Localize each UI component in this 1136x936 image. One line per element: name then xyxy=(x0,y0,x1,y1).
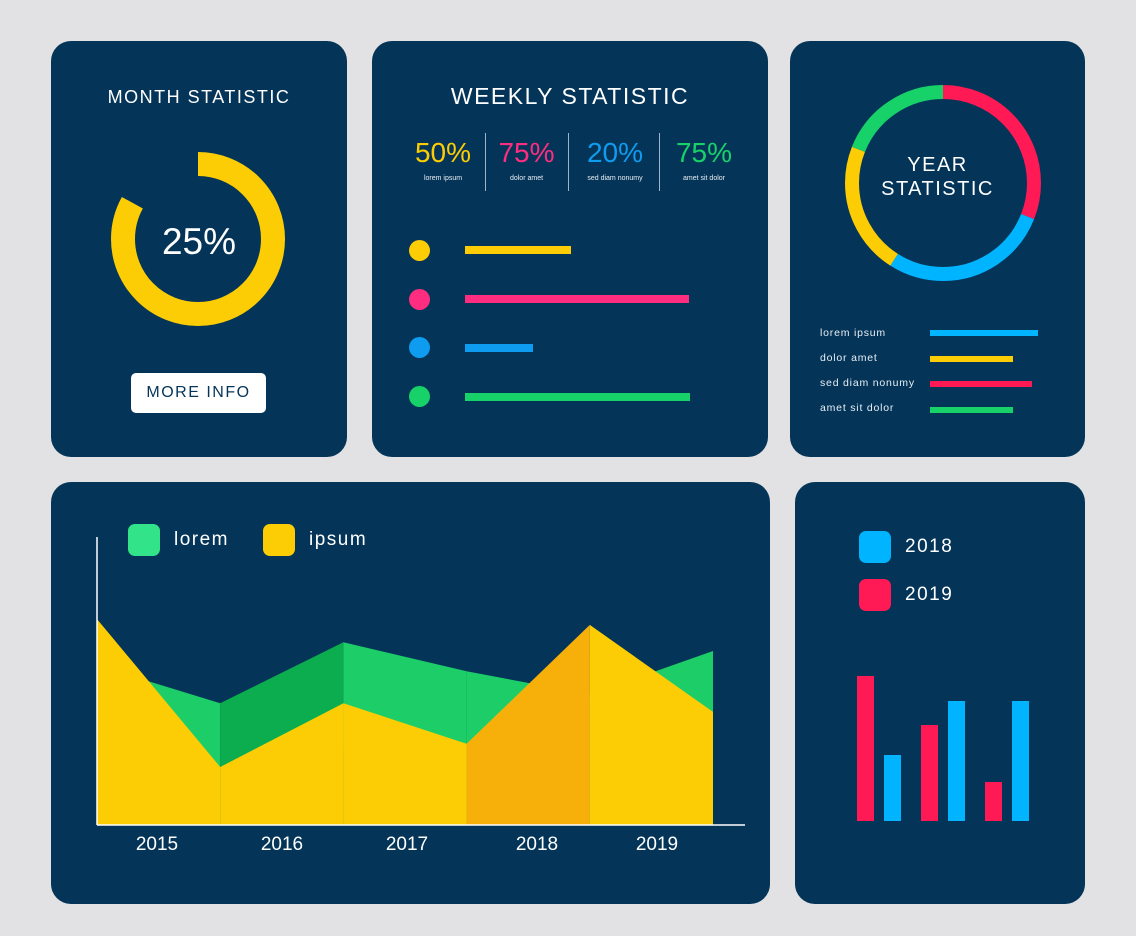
weekly-bar xyxy=(465,295,689,303)
month-title: MONTH STATISTIC xyxy=(107,87,291,107)
legend-label: 2018 xyxy=(905,536,954,557)
weekly-stat: 20% sed diam nonumy xyxy=(572,137,658,182)
divider xyxy=(659,133,660,191)
bar-2019 xyxy=(857,676,874,821)
legend-2019: 2019 xyxy=(859,579,953,611)
stat-value: 75% xyxy=(675,137,733,168)
stat-label: sed diam nonumy xyxy=(587,175,643,182)
year-legend-bar xyxy=(930,330,1038,336)
month-arc xyxy=(111,152,285,326)
year-legend-label: lorem ipsum xyxy=(820,327,886,339)
legend-label: lorem xyxy=(174,529,230,550)
weekly-stat: 50% lorem ipsum xyxy=(407,137,479,182)
weekly-bar xyxy=(465,246,571,254)
year-legend-bar xyxy=(930,356,1014,362)
year-segment xyxy=(845,85,1041,281)
legend-label: ipsum xyxy=(309,529,368,550)
weekly-stat: 75% dolor amet xyxy=(489,137,564,182)
legend-swatch xyxy=(263,524,295,556)
area-chart-card: lorem ipsum 2015 2016 2017 2018 2019 xyxy=(51,482,770,904)
weekly-dot xyxy=(409,240,430,261)
divider xyxy=(568,133,569,191)
legend-swatch xyxy=(859,531,891,563)
bar-2018 xyxy=(884,755,901,821)
x-tick: 2019 xyxy=(635,834,679,855)
weekly-dot xyxy=(409,337,430,358)
month-donut xyxy=(111,152,285,326)
year-segment xyxy=(845,85,1041,281)
area-chart xyxy=(96,537,745,826)
bar-chart xyxy=(857,676,1029,821)
x-tick: 2018 xyxy=(515,834,559,855)
stat-label: lorem ipsum xyxy=(423,175,463,182)
area-ipsum-segment xyxy=(466,624,590,825)
legend-ipsum: ipsum xyxy=(263,524,367,556)
weekly-dot xyxy=(409,289,430,310)
stat-label: amet sit dolor xyxy=(682,175,726,182)
year-legend-label: amet sit dolor xyxy=(820,402,895,414)
legend-2018: 2018 xyxy=(859,531,953,563)
x-tick: 2016 xyxy=(260,834,304,855)
more-info-button[interactable]: MORE INFO xyxy=(131,373,266,413)
year-donut xyxy=(845,85,1041,281)
year-segment xyxy=(845,85,1041,281)
year-statistic-card: YEAR STATISTIC lorem ipsum dolor amet se… xyxy=(790,41,1085,457)
weekly-statistic-card: WEEKLY STATISTIC 50% lorem ipsum 75% dolor… xyxy=(372,41,768,457)
legend-swatch xyxy=(859,579,891,611)
year-legend-label: sed diam nonumy xyxy=(820,377,915,389)
bar-2019 xyxy=(985,782,1002,821)
weekly-bar xyxy=(465,393,690,401)
legend-lorem: lorem xyxy=(128,524,229,556)
area-ipsum-segment xyxy=(220,703,344,825)
weekly-dot xyxy=(409,386,430,407)
year-legend-bar xyxy=(930,407,1014,413)
year-title-line1: YEAR xyxy=(907,154,968,176)
bar-2019 xyxy=(921,725,938,821)
divider xyxy=(485,133,486,191)
weekly-bar xyxy=(465,344,533,352)
x-tick: 2015 xyxy=(135,834,179,855)
bar-chart-card: 2018 2019 xyxy=(795,482,1085,904)
stat-value: 20% xyxy=(586,137,644,168)
bar-2018 xyxy=(948,701,965,821)
area-ipsum-segment xyxy=(97,619,221,825)
month-value: 25% xyxy=(161,221,237,262)
month-statistic-card: MONTH STATISTIC 25% MORE INFO xyxy=(51,41,347,457)
legend-swatch xyxy=(128,524,160,556)
weekly-stat: 75% amet sit dolor xyxy=(664,137,744,182)
year-legend-bar xyxy=(930,381,1032,387)
legend-label: 2019 xyxy=(905,584,954,605)
x-tick: 2017 xyxy=(385,834,429,855)
weekly-title: WEEKLY STATISTIC xyxy=(450,83,690,109)
stat-value: 75% xyxy=(498,137,555,168)
stat-label: dolor amet xyxy=(509,175,544,182)
area-ipsum-segment xyxy=(589,624,713,825)
year-legend-label: dolor amet xyxy=(820,352,878,364)
stat-value: 50% xyxy=(414,137,472,168)
bar-2018 xyxy=(1012,701,1029,821)
area-ipsum-segment xyxy=(343,703,467,825)
year-title-line2: STATISTIC xyxy=(881,178,994,200)
